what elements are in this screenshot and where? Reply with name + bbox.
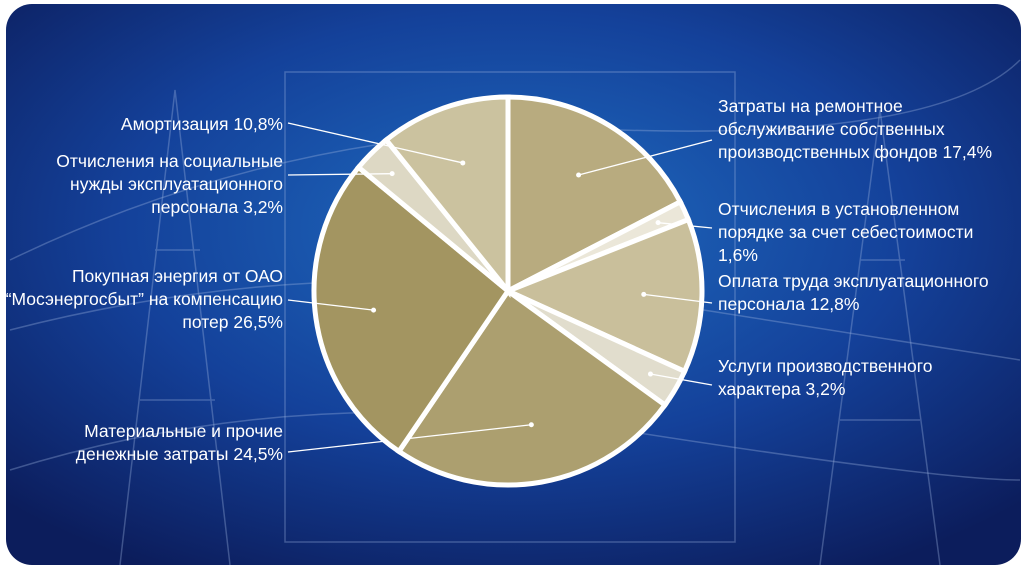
leader-dot [576,172,582,178]
pie-slice [395,287,669,488]
value-label: 24,5% [233,444,283,464]
leader-line [287,299,374,311]
slice-label: Покупная энергия от ОАО “Мосэнергосбыт” … [3,265,283,334]
category-label: Услуги производственного характера [718,356,933,399]
leader-line [650,373,713,386]
pie-slice [505,94,684,296]
pie-slice [382,94,511,299]
value-label: 26,5% [233,312,283,332]
slice-label: Услуги производственного характера 3,2% [718,355,1008,401]
category-label: Оплата труда эксплуатационного персонала [718,271,989,314]
category-label: Отчисления в установленном порядке за сч… [718,199,974,242]
category-label: Амортизация [120,114,229,134]
leader-line [578,139,713,176]
leader-dot [389,171,395,177]
leader-dot [655,220,661,226]
value-label: 3,2% [243,197,283,217]
leader-dot [647,371,653,377]
category-label: Затраты на ремонтное обслуживание собств… [718,96,945,162]
category-label: Отчисления на социальные нужды эксплуата… [56,151,283,217]
value-label: 10,8% [233,114,283,134]
slice-label: Отчисления на социальные нужды эксплуата… [3,150,283,219]
leader-line [287,122,463,164]
category-label: Материальные и прочие денежные затраты [75,421,283,464]
value-label: 12,8% [809,294,860,314]
slice-label: Амортизация 10,8% [3,113,283,136]
leader-dot [371,307,377,313]
slice-label: Материальные и прочие денежные затраты 2… [3,420,283,466]
slice-label: Отчисления в установленном порядке за сч… [718,198,1008,267]
slice-label: Оплата труда эксплуатационного персонала… [718,270,1008,316]
value-label: 17,4% [942,142,993,162]
pie-slice [311,163,512,455]
leader-dot [528,422,534,428]
leader-line [643,293,713,304]
pie-slice [501,216,705,375]
value-label: 1,6% [718,245,758,265]
leader-line [287,173,393,176]
value-label: 3,2% [805,379,846,399]
leader-dot [641,291,647,297]
category-label: Покупная энергия от ОАО “Мосэнергосбыт” … [5,266,283,332]
slice-label: Затраты на ремонтное обслуживание собств… [718,95,1008,164]
leader-dot [460,160,466,166]
